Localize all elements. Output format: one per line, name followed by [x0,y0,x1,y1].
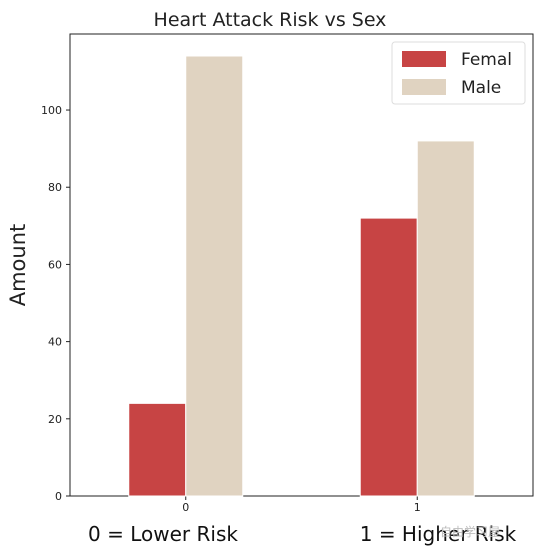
y-tick-label: 80 [48,181,62,194]
plot-frame [69,33,534,497]
bar-male-1 [416,140,475,497]
bar-femal-1 [359,217,418,497]
legend-label-femal: Femal [461,50,512,70]
chart-title: Heart Attack Risk vs Sex [154,9,387,31]
legend: Femal Male [391,41,526,105]
watermark-text: 自由学习屋 [440,525,501,539]
legend-label-male: Male [461,78,501,98]
bar-male-0 [185,55,244,497]
y-tick-label: 60 [48,258,62,271]
bar-femal-0 [128,402,187,497]
y-tick-label: 20 [48,413,62,426]
legend-swatch-male [402,79,446,95]
x-axis-label-lower-risk: 0 = Lower Risk [88,522,238,546]
y-tick-label: 0 [55,490,62,503]
y-axis-label: Amount [6,224,30,307]
y-tick-label: 100 [41,104,62,117]
legend-swatch-femal [402,51,446,67]
y-tick-label: 40 [48,336,62,349]
x-axis-label-higher-risk: 1 = Higher Risk [360,522,517,546]
x-tick-label: 1 [414,501,421,514]
x-tick-label: 0 [182,501,189,514]
plot-area: 0 20 40 60 80 100 0 1 [41,33,534,514]
